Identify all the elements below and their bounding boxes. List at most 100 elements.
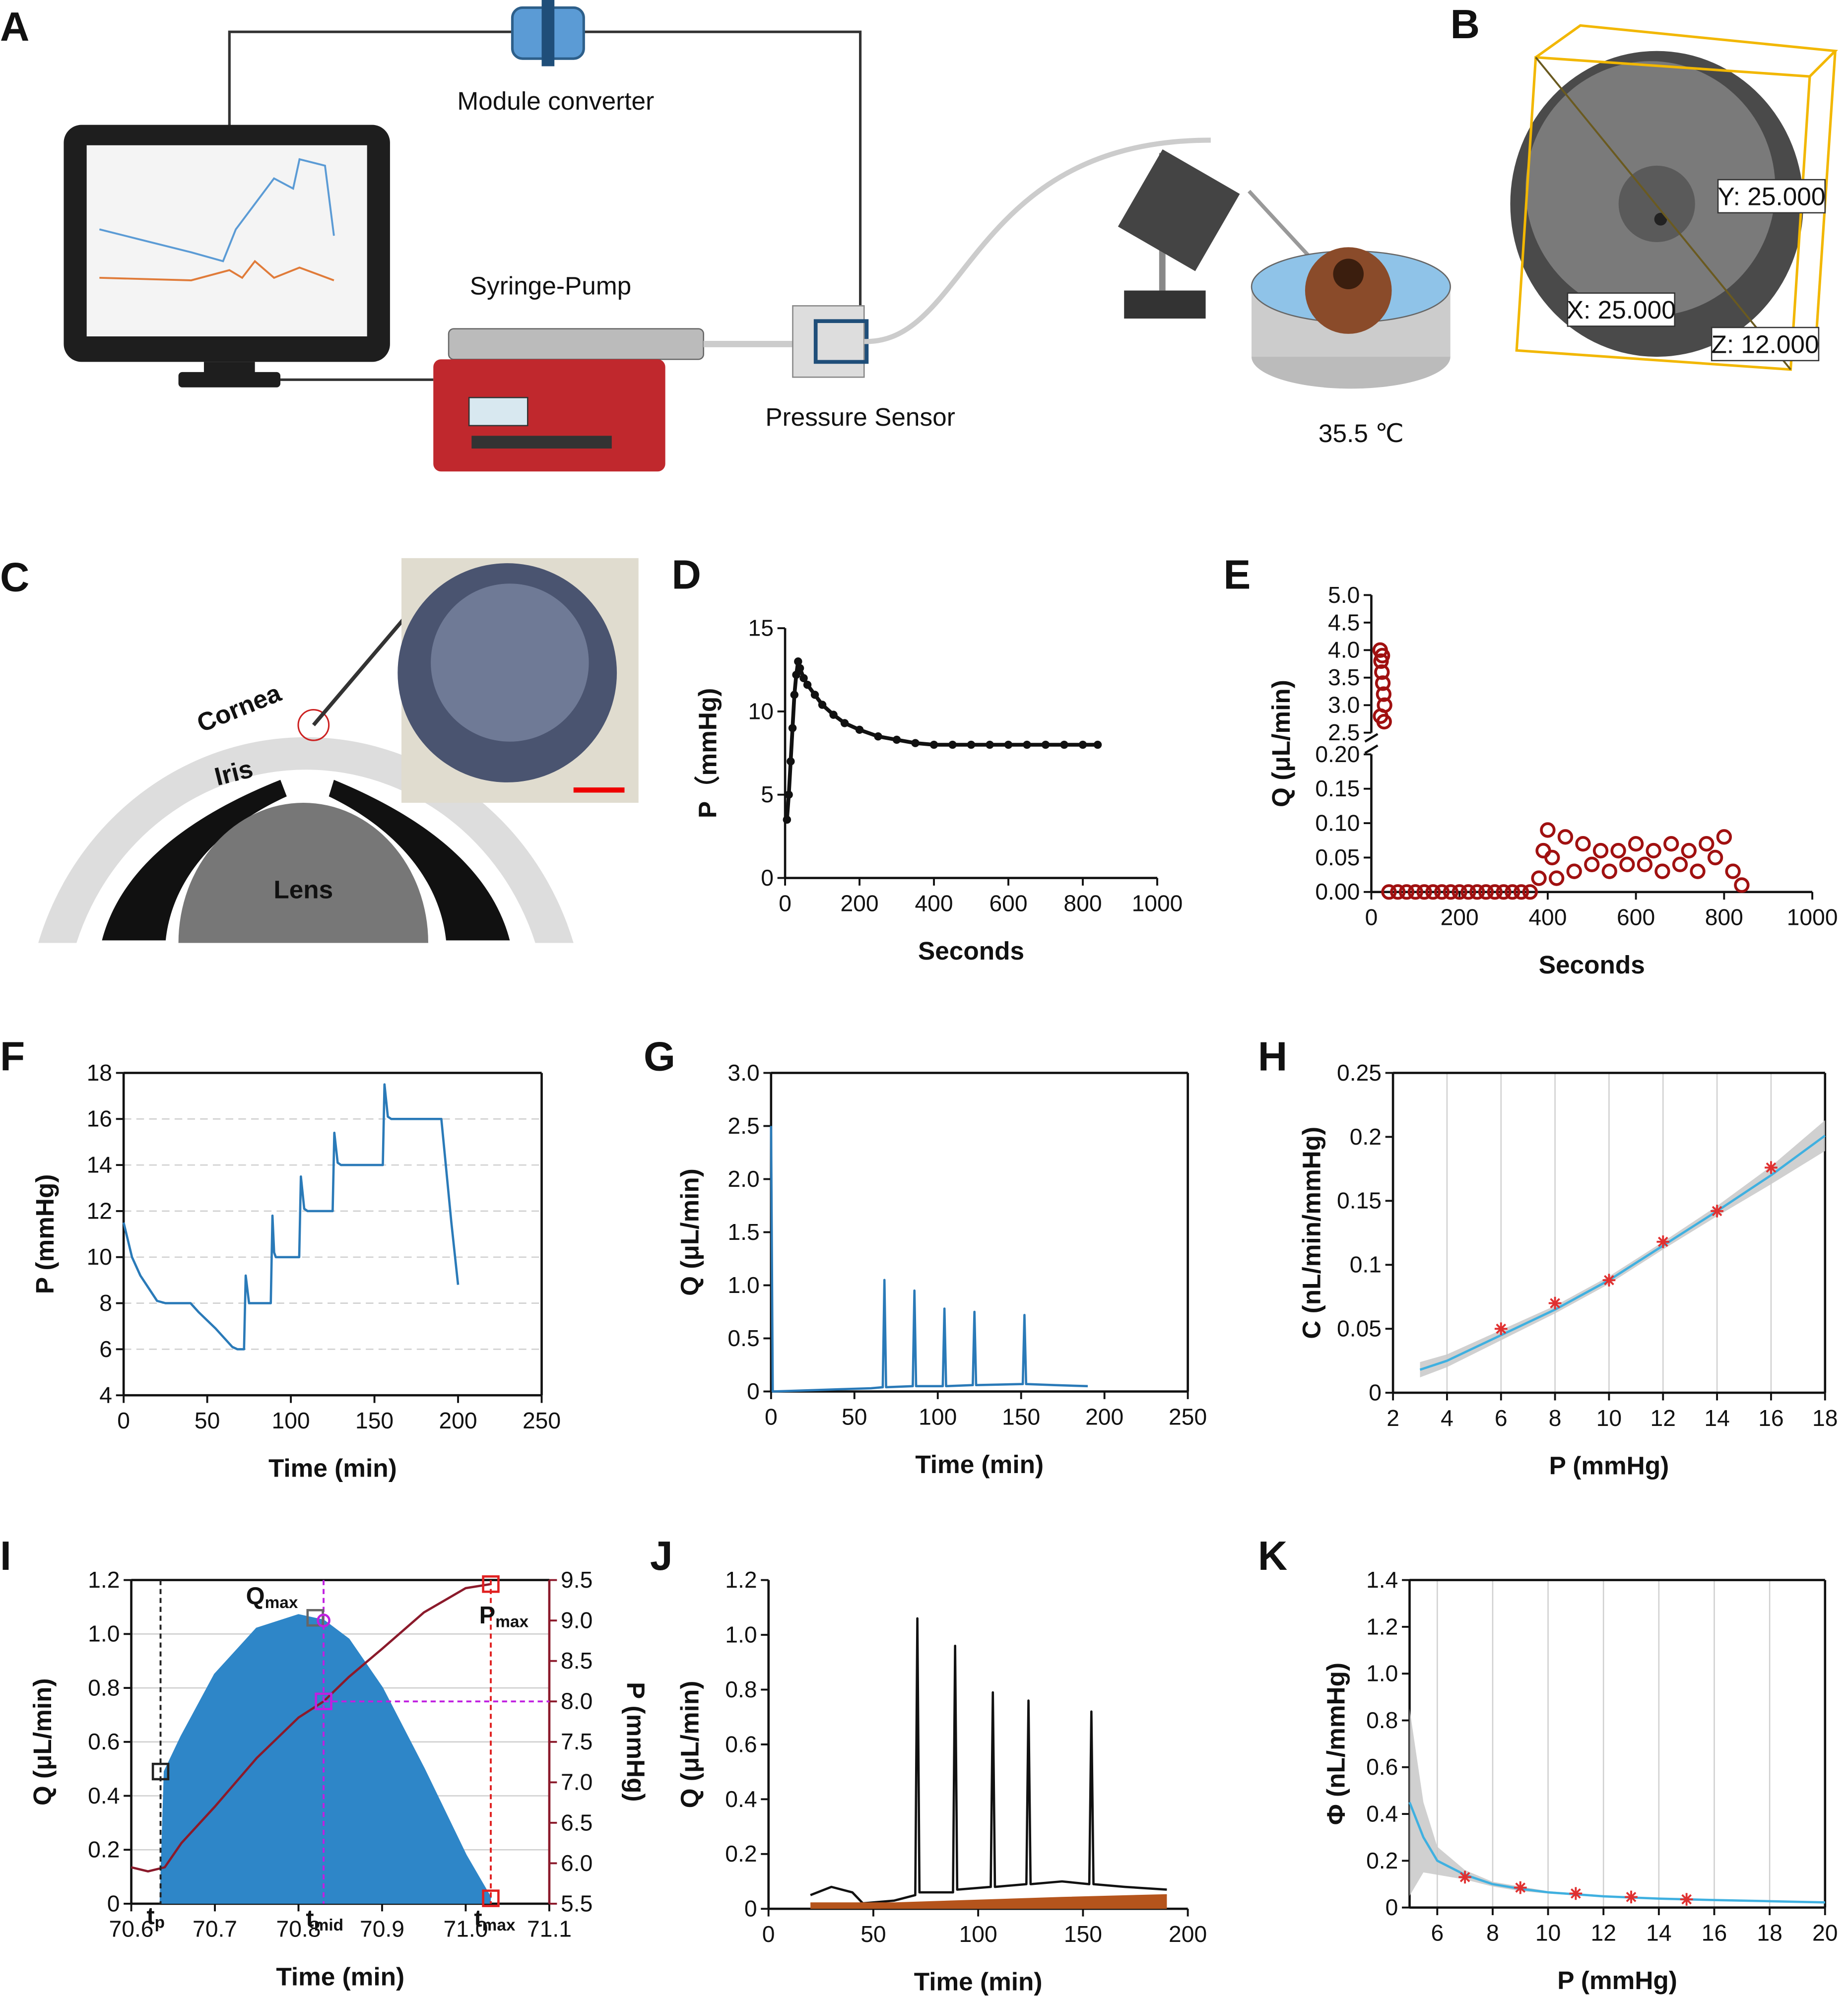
panel-letter: I xyxy=(0,1534,11,1579)
chart: 0 50 100 150 200 250 4 6 8 10 12 14 16 18 Time (min) P … xyxy=(31,1060,561,1482)
x-tick-label: 70.8 xyxy=(276,1916,321,1942)
area-line xyxy=(159,1614,492,1904)
point xyxy=(1672,856,1688,872)
diagram-label: Syringe-Pump xyxy=(470,271,631,300)
point xyxy=(1434,884,1450,900)
point xyxy=(1041,740,1050,749)
point xyxy=(1376,686,1391,702)
y-tick-label: 0.2 xyxy=(725,1841,757,1867)
y-tick-label: 1.0 xyxy=(725,1621,757,1647)
point xyxy=(1023,740,1031,749)
annotation-sub: p xyxy=(155,1914,165,1932)
series-line xyxy=(122,1083,460,1351)
x-tick-label: 50 xyxy=(842,1404,867,1429)
point xyxy=(1619,856,1635,872)
x-tick-label: 0 xyxy=(762,1921,775,1947)
x-tick-label: 0 xyxy=(117,1408,130,1433)
y-tick-label: 2.5 xyxy=(727,1113,759,1139)
x-tick-label: 800 xyxy=(1063,890,1102,916)
point xyxy=(1734,877,1750,893)
x-tick-label: 71.0 xyxy=(443,1916,488,1942)
point xyxy=(1416,884,1432,900)
y-tick-label: 0.6 xyxy=(725,1731,757,1757)
y-tick-label: 0.1 xyxy=(1350,1252,1382,1278)
marker xyxy=(317,1613,330,1628)
x-tick-label: 6 xyxy=(1431,1920,1444,1945)
y-tick-label: 3.0 xyxy=(1328,692,1360,718)
x-axis-label: Time (min) xyxy=(268,1454,397,1482)
x-tick-label: 50 xyxy=(195,1408,220,1433)
x-tick-label: 6 xyxy=(1495,1405,1508,1431)
point xyxy=(1381,884,1397,900)
point xyxy=(1725,863,1741,879)
panel-letter: E xyxy=(1224,553,1251,598)
y-tick-label: 5.0 xyxy=(1328,582,1360,608)
y-tick-label: 8.5 xyxy=(561,1648,593,1674)
point xyxy=(792,670,800,679)
star-point xyxy=(1625,1890,1638,1904)
point xyxy=(1557,829,1574,845)
point xyxy=(1584,856,1600,872)
series-line xyxy=(1408,1802,1825,1904)
annotation: Pmax xyxy=(479,1602,529,1631)
annotation: Qmax xyxy=(246,1583,298,1612)
point xyxy=(1460,884,1476,900)
x-tick-label: 200 xyxy=(1085,1404,1123,1429)
x-tick-label: 18 xyxy=(1812,1405,1838,1431)
point xyxy=(986,740,994,749)
x-tick-label: 600 xyxy=(1617,904,1655,930)
y2-axis-label: P (mmHg) xyxy=(622,1682,650,1802)
x-axis-label: Time (min) xyxy=(915,1450,1044,1479)
point xyxy=(840,719,849,727)
y-tick-label: 0 xyxy=(747,1378,760,1404)
annotation: tp xyxy=(146,1903,165,1932)
y-tick-label: 0.5 xyxy=(727,1325,759,1351)
y-tick-label: 2.0 xyxy=(727,1166,759,1192)
y-tick-label: 0.15 xyxy=(1337,1188,1382,1214)
y-tick-label: 0.2 xyxy=(1366,1848,1398,1873)
star-point xyxy=(1569,1887,1583,1900)
eye-diagram xyxy=(38,558,639,943)
panel-letter: K xyxy=(1258,1534,1287,1579)
x-tick-label: 150 xyxy=(355,1408,394,1433)
point xyxy=(1425,884,1441,900)
y-axis-label: Q (μL/min) xyxy=(1267,680,1295,807)
x-tick-label: 70.9 xyxy=(360,1916,404,1942)
point xyxy=(1443,884,1459,900)
diagram-label: 35.5 ℃ xyxy=(1319,419,1404,448)
y-tick-label: 1.4 xyxy=(1366,1567,1398,1593)
y-tick-label: 1.2 xyxy=(88,1567,120,1593)
confidence-band xyxy=(1409,1708,1825,1903)
star-point xyxy=(1602,1274,1616,1287)
star-point xyxy=(1765,1161,1778,1174)
x-tick-label: 150 xyxy=(1002,1404,1040,1429)
y-tick-label: 10 xyxy=(87,1244,112,1270)
y-axis-label: Q (μL/min) xyxy=(675,1168,704,1296)
point xyxy=(1610,842,1626,859)
point xyxy=(1487,884,1503,900)
marker xyxy=(482,1575,500,1593)
point xyxy=(1549,870,1565,886)
area-fill xyxy=(810,1895,1167,1909)
point xyxy=(967,740,976,749)
star-point xyxy=(1514,1881,1527,1894)
x-tick-label: 12 xyxy=(1591,1920,1616,1945)
y-tick-label: 10 xyxy=(748,698,774,724)
panel-letter: B xyxy=(1451,2,1480,47)
point xyxy=(795,664,804,672)
point xyxy=(1496,884,1512,900)
star-point xyxy=(1656,1235,1670,1248)
point xyxy=(1646,842,1661,859)
y-tick-label: 8 xyxy=(99,1290,112,1316)
point xyxy=(1628,836,1644,852)
star-point xyxy=(1458,1870,1471,1884)
point xyxy=(911,739,920,747)
diagram-label: Module converter xyxy=(457,87,654,115)
diagram-label: Y: 25.000 xyxy=(1717,182,1825,210)
marker xyxy=(306,1609,324,1627)
x-tick-label: 0 xyxy=(765,1404,778,1429)
y-tick-label: 0 xyxy=(1386,1894,1398,1920)
marker xyxy=(482,1889,500,1907)
y-tick-label: 0.4 xyxy=(1366,1801,1398,1826)
